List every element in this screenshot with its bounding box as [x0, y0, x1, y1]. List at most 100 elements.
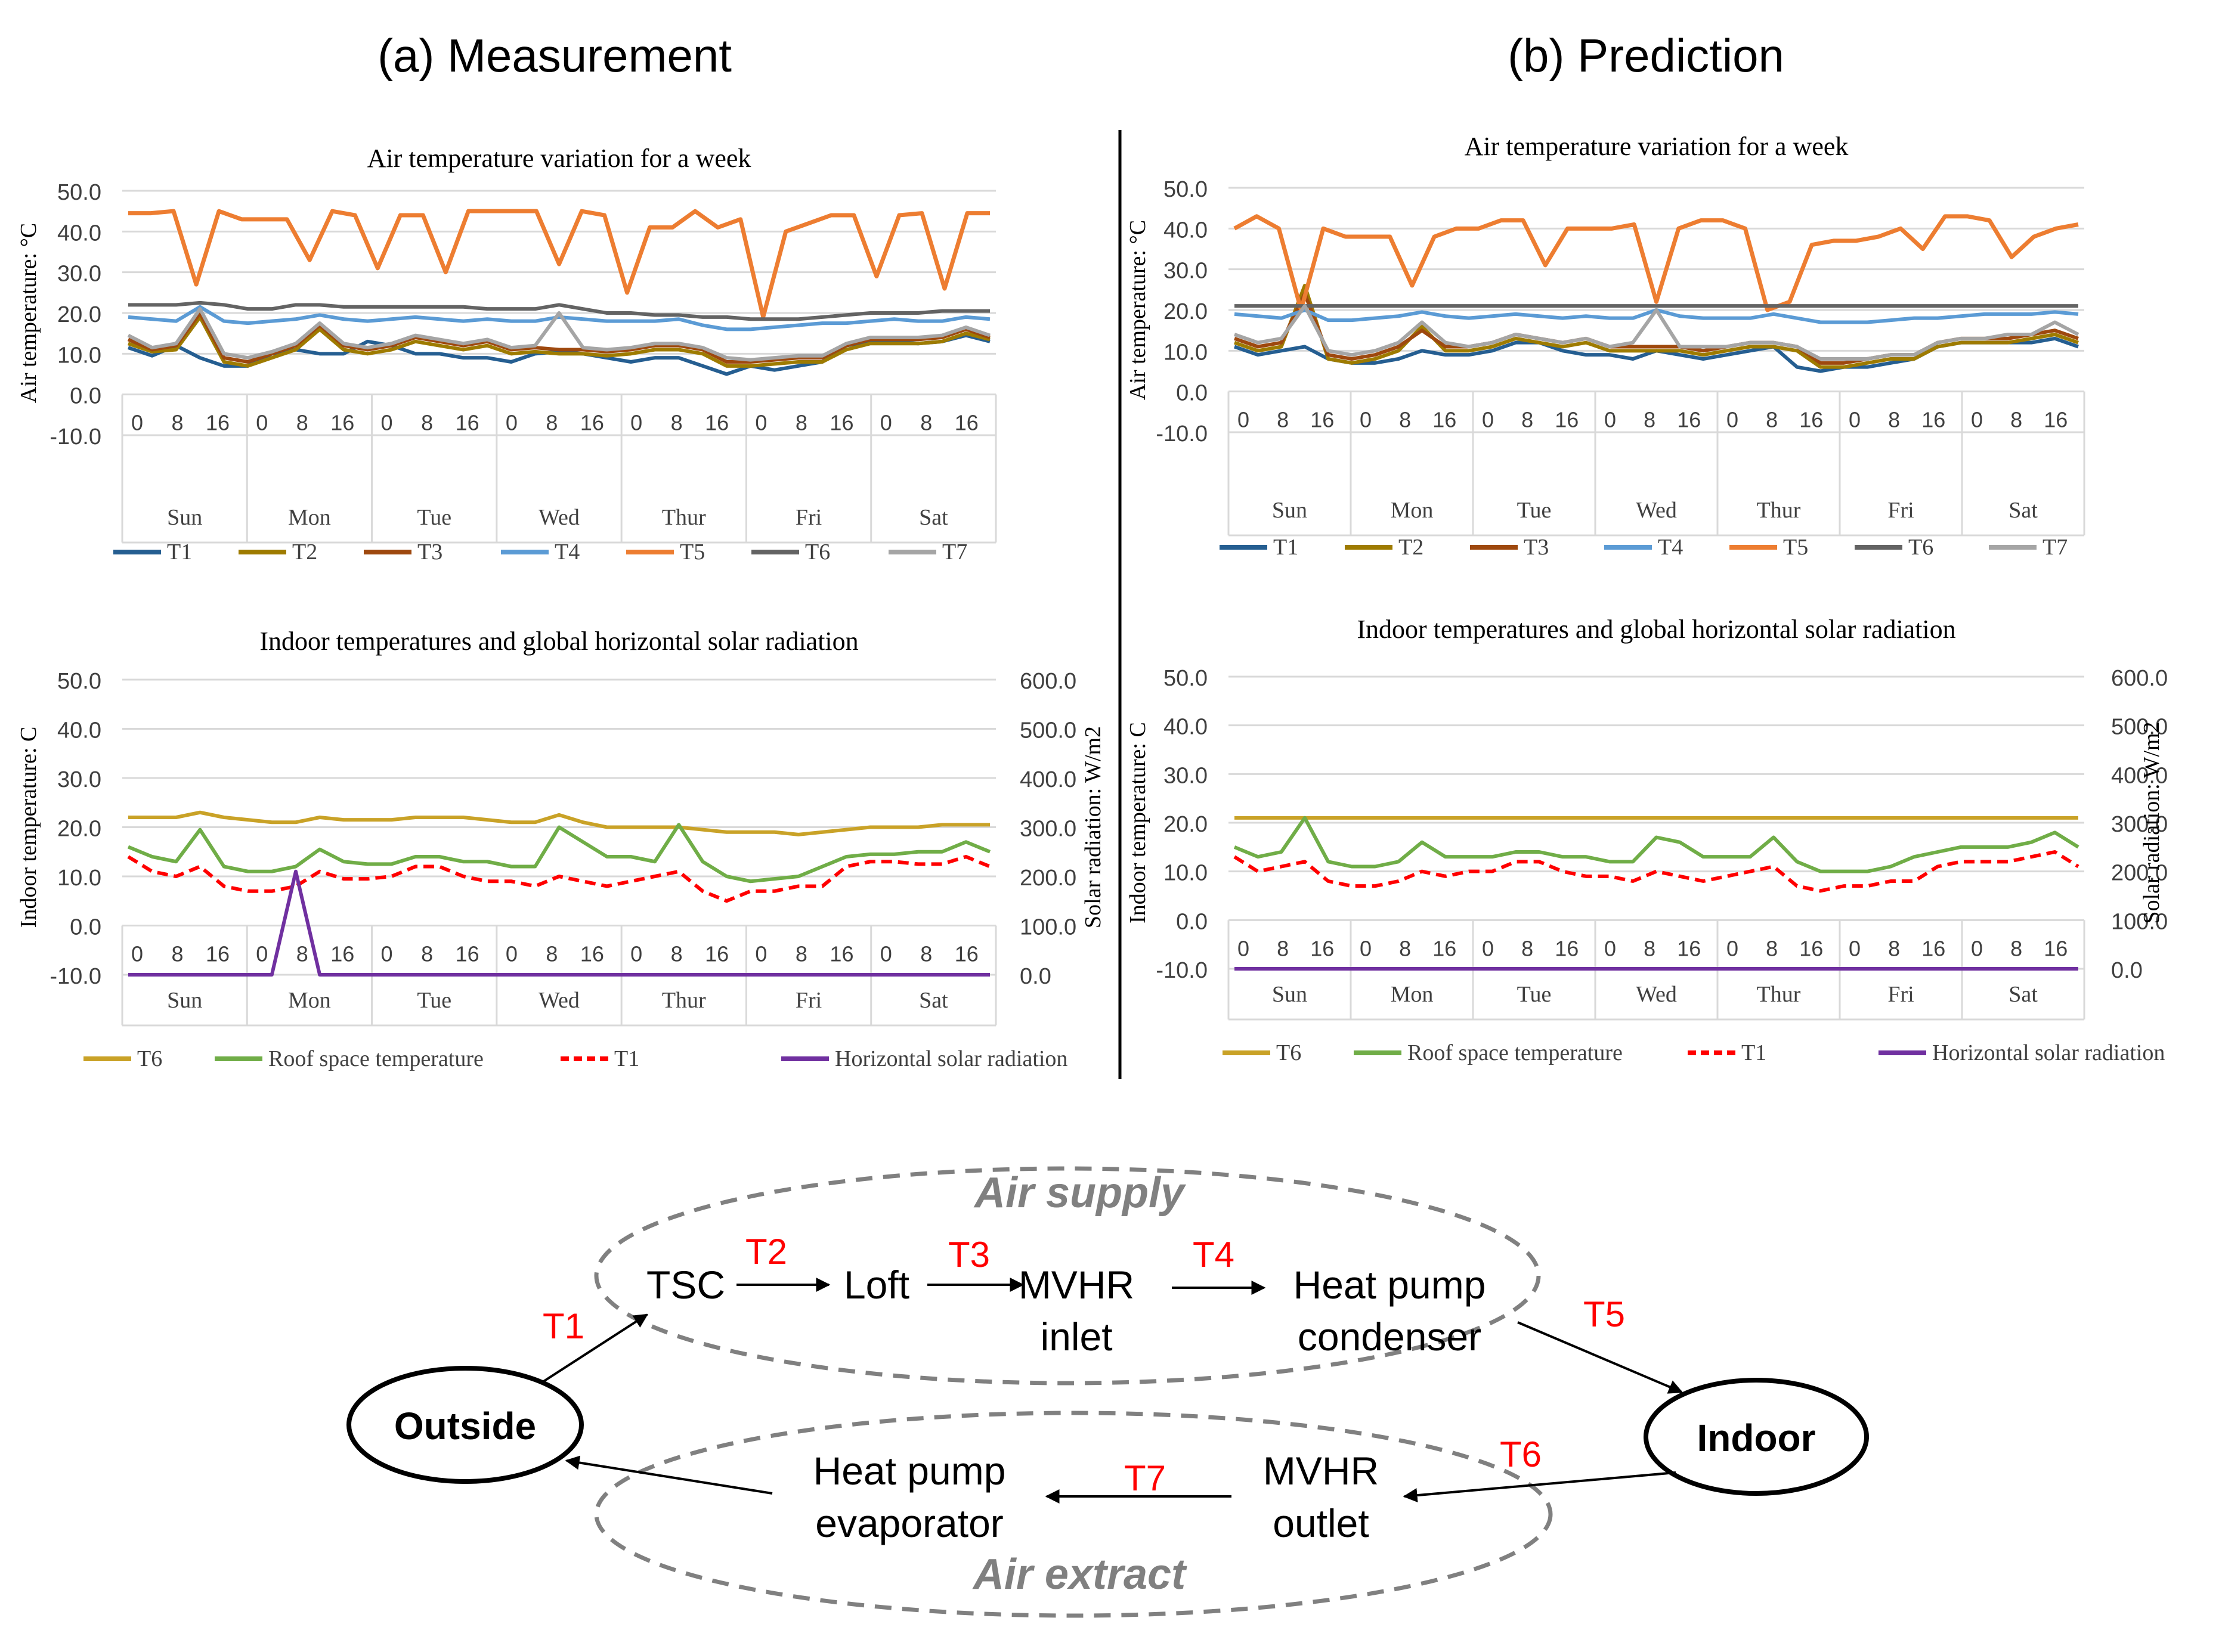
y-right-tick-label: 600.0	[2111, 666, 2168, 691]
y-right-axis-label: Solar radiation: W/m2	[1081, 726, 1106, 928]
y-tick-label: 20.0	[57, 302, 101, 327]
y-right-tick-label: 500.0	[2111, 715, 2168, 740]
x-day-label: Tue	[1517, 982, 1552, 1007]
x-hour-tick-label: 0	[256, 942, 268, 966]
legend-label: T7	[2042, 535, 2068, 560]
x-hour-tick-label: 16	[206, 942, 230, 966]
x-day-label: Sat	[919, 988, 948, 1013]
y-tick-label: 40.0	[57, 718, 101, 743]
legend-label: T1	[614, 1046, 639, 1071]
legend-label: T1	[1741, 1040, 1766, 1065]
y-tick-label: 0.0	[70, 915, 101, 940]
x-hour-tick-label: 8	[421, 411, 433, 435]
chart-prediction-indoor: Indoor temperatures and global horizonta…	[1125, 615, 2168, 1065]
legend-label: T5	[1783, 535, 1808, 560]
y-tick-label: 10.0	[57, 343, 101, 368]
x-hour-tick-label: 0	[1482, 408, 1494, 432]
y-tick-label: -10.0	[1156, 958, 1208, 983]
x-hour-tick-label: 8	[2010, 936, 2022, 960]
x-hour-tick-label: 8	[1521, 408, 1533, 432]
y-tick-label: 50.0	[57, 180, 101, 205]
x-hour-tick-label: 16	[830, 942, 853, 966]
y-right-tick-label: 400.0	[1020, 767, 1076, 792]
x-hour-tick-label: 16	[1432, 408, 1456, 432]
air-extract-ellipse	[594, 1411, 1553, 1618]
label-T2: T2	[745, 1232, 787, 1272]
x-day-label: Thur	[1757, 498, 1801, 523]
legend-label: Roof space temperature	[1407, 1040, 1623, 1065]
x-hour-tick-label: 8	[296, 411, 308, 435]
arrow-hp-indoor	[1517, 1321, 1683, 1394]
chart-title: Air temperature variation for a week	[367, 144, 751, 173]
x-hour-tick-label: 0	[1849, 408, 1861, 432]
x-hour-tick-label: 16	[1310, 936, 1334, 960]
x-hour-tick-label: 16	[2044, 936, 2068, 960]
series-line-t2	[128, 315, 991, 368]
chart-measurement-air: Air temperature variation for a week 50.0…	[16, 144, 997, 565]
label-T1: T1	[543, 1306, 584, 1346]
legend-label: T1	[1273, 535, 1298, 560]
chart-prediction-air: Air temperature variation for a week 50.0…	[1125, 132, 2085, 560]
y-tick-label: 50.0	[1163, 666, 1208, 691]
hp-condenser-label-2: condenser	[1298, 1315, 1481, 1359]
x-day-label: Fri	[796, 988, 822, 1013]
y-tick-label: -10.0	[49, 424, 101, 450]
chart-measurement-indoor: Indoor temperatures and global horizonta…	[16, 627, 1106, 1071]
y-tick-label: 40.0	[1163, 715, 1208, 740]
x-hour-tick-label: 16	[1310, 408, 1334, 432]
x-hour-tick-label: 0	[755, 942, 767, 966]
x-hour-tick-label: 8	[1888, 936, 1900, 960]
x-hour-tick-label: 8	[546, 942, 558, 966]
series-line-horizontal-solar-radiation	[128, 869, 990, 977]
mvhr-inlet-label-2: inlet	[1040, 1315, 1112, 1359]
x-day-label: Sat	[2009, 498, 2038, 523]
y-tick-label: 10.0	[1163, 861, 1208, 886]
y-tick-label: 30.0	[1163, 763, 1208, 788]
series-line-t7	[127, 307, 991, 362]
mvhr-outlet-label-1: MVHR	[1263, 1449, 1379, 1493]
x-hour-tick-label: 16	[1555, 408, 1579, 432]
y-right-axis-label: Solar radiation: W/m2	[2139, 721, 2164, 923]
x-hour-tick-label: 16	[1921, 936, 1945, 960]
legend-label: T2	[1398, 535, 1423, 560]
air-supply-label: Air supply	[973, 1169, 1187, 1217]
x-hour-tick-label: 8	[171, 411, 183, 435]
y-axis-label: Air temperature: °C	[16, 223, 41, 403]
legend-label: T6	[805, 540, 830, 565]
y-right-tick-label: 200.0	[2111, 861, 2168, 886]
y-tick-label: 0.0	[1176, 381, 1208, 406]
x-hour-tick-label: 16	[1432, 936, 1456, 960]
label-T3: T3	[948, 1235, 990, 1275]
series-line-t6	[128, 810, 990, 836]
series-line-t5	[128, 209, 990, 320]
x-day-label: Mon	[288, 505, 331, 530]
y-tick-label: 50.0	[1163, 177, 1208, 202]
x-hour-tick-label: 0	[1971, 936, 1983, 960]
x-day-label: Tue	[417, 988, 451, 1013]
legend-label: T6	[137, 1046, 162, 1071]
legend-label: T2	[292, 540, 317, 565]
x-hour-tick-label: 8	[920, 411, 932, 435]
x-hour-tick-label: 0	[630, 411, 642, 435]
x-day-label: Tue	[417, 505, 451, 530]
x-hour-tick-label: 0	[1726, 936, 1738, 960]
x-hour-tick-label: 0	[506, 411, 518, 435]
x-hour-tick-label: 8	[171, 942, 183, 966]
x-hour-tick-label: 16	[955, 942, 979, 966]
y-tick-label: 40.0	[1163, 218, 1208, 243]
y-axis-label: Indoor temperature: C	[16, 727, 41, 928]
series-line-t4	[128, 305, 991, 331]
y-right-tick-label: 400.0	[2111, 763, 2168, 788]
x-hour-tick-label: 0	[755, 411, 767, 435]
y-axis-label: Air temperature: °C	[1125, 220, 1150, 400]
x-hour-tick-label: 8	[796, 942, 807, 966]
x-hour-tick-label: 0	[381, 411, 393, 435]
x-hour-tick-label: 8	[421, 942, 433, 966]
legend-label: T7	[942, 540, 967, 565]
series-line-t7	[1234, 304, 2079, 361]
legend-label: T1	[167, 540, 192, 565]
x-hour-tick-label: 8	[1766, 408, 1778, 432]
y-right-tick-label: 300.0	[2111, 812, 2168, 837]
legend-label: T6	[1908, 535, 1933, 560]
x-hour-tick-label: 8	[920, 942, 932, 966]
